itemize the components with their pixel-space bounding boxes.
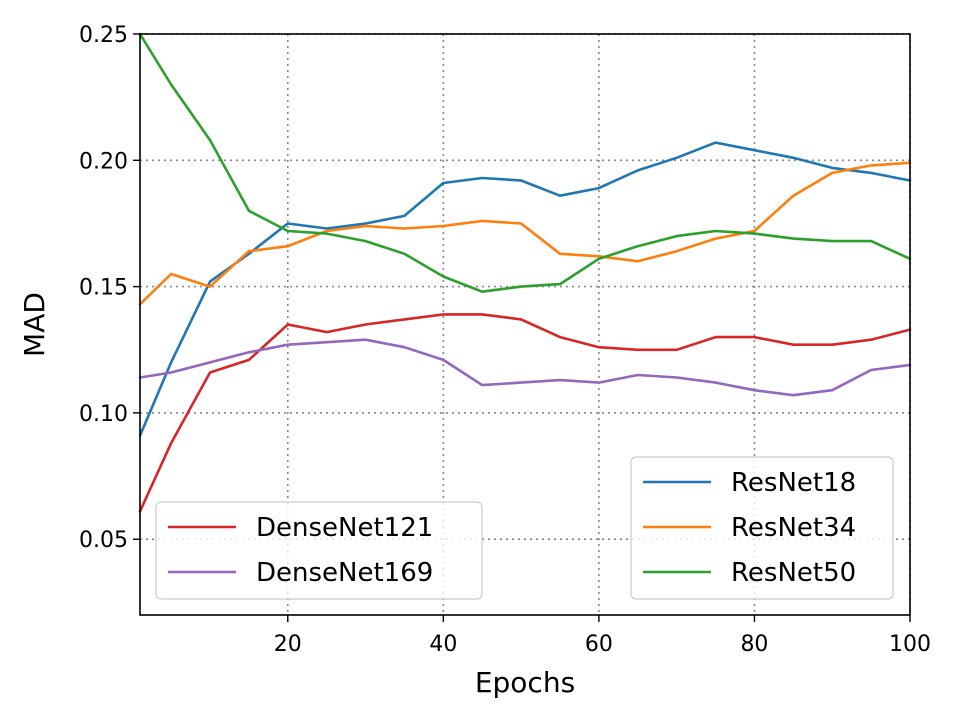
x-tick-label: 60 bbox=[585, 632, 613, 657]
legend-box bbox=[155, 501, 483, 600]
y-tick-label: 0.25 bbox=[79, 23, 128, 48]
legend-label: ResNet18 bbox=[731, 468, 856, 498]
x-axis-title: Epochs bbox=[475, 666, 575, 699]
y-tick-label: 0.10 bbox=[79, 402, 128, 427]
legend-label: ResNet50 bbox=[731, 558, 856, 588]
legend-lower-left: DenseNet121 DenseNet169 bbox=[155, 501, 483, 600]
series-line-resnet50 bbox=[138, 32, 912, 294]
series-line-resnet18 bbox=[138, 141, 912, 437]
y-tick-label: 0.05 bbox=[79, 528, 128, 553]
legends: ResNet18ResNet34ResNet50DenseNet121Dense… bbox=[155, 456, 894, 600]
axis-ticks: 20 40 60 80 100 0.05 0.10 0.15 0.20 0.25 bbox=[79, 23, 931, 657]
series-line-densenet169 bbox=[138, 338, 912, 397]
legend-label: DenseNet121 bbox=[256, 513, 433, 543]
y-tick-label: 0.20 bbox=[79, 149, 128, 174]
plot-frame bbox=[139, 33, 911, 616]
x-tick-label: 40 bbox=[429, 632, 457, 657]
series-lines bbox=[138, 32, 912, 513]
legend-label: DenseNet169 bbox=[256, 558, 433, 588]
legend-label: ResNet34 bbox=[731, 513, 856, 543]
y-tick-label: 0.15 bbox=[79, 276, 128, 301]
series-line-resnet34 bbox=[138, 161, 912, 306]
x-tick-label: 20 bbox=[274, 632, 302, 657]
legend-box bbox=[630, 456, 894, 600]
x-tick-label: 80 bbox=[740, 632, 768, 657]
x-tick-label: 100 bbox=[889, 632, 931, 657]
legend-lower-right: ResNet18 ResNet34 ResNet50 bbox=[630, 456, 894, 600]
y-axis-title: MAD bbox=[18, 292, 51, 357]
series-line-densenet121 bbox=[138, 313, 912, 513]
